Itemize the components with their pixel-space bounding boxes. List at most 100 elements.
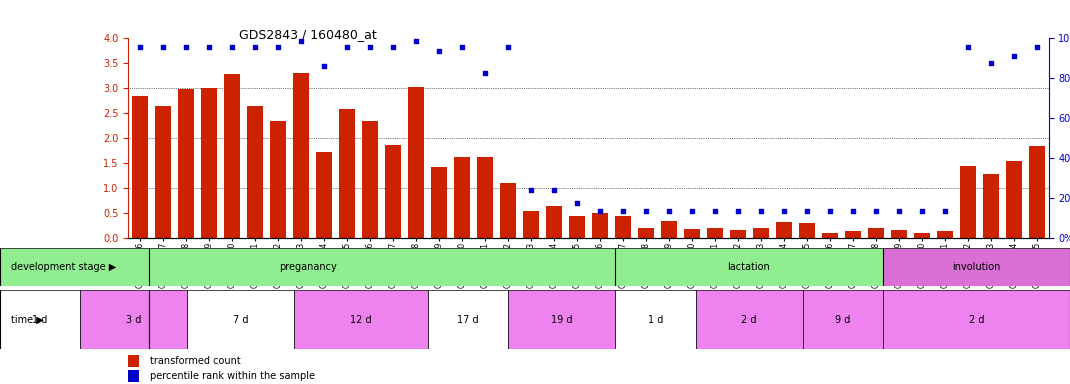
Bar [914, 233, 930, 238]
Text: 2 d: 2 d [742, 314, 756, 325]
Bar [293, 73, 309, 238]
Point [476, 70, 493, 76]
Text: 1 d: 1 d [647, 314, 663, 325]
Point [568, 200, 585, 206]
Point [546, 187, 563, 193]
Point [500, 44, 517, 50]
Text: lactation: lactation [728, 262, 770, 272]
Text: preganancy: preganancy [279, 262, 336, 272]
Text: time ▶: time ▶ [11, 314, 44, 325]
FancyBboxPatch shape [0, 248, 615, 286]
Bar [247, 106, 263, 238]
Point [890, 207, 907, 214]
Bar [339, 109, 355, 238]
Point [408, 38, 425, 44]
Point [592, 207, 609, 214]
FancyBboxPatch shape [294, 290, 428, 349]
Point [270, 44, 287, 50]
Bar [707, 228, 723, 238]
FancyBboxPatch shape [883, 290, 1070, 349]
Point [844, 207, 861, 214]
Point [178, 44, 195, 50]
Bar [316, 152, 332, 238]
Bar [431, 167, 447, 238]
Point [338, 44, 355, 50]
Point [362, 44, 379, 50]
FancyBboxPatch shape [508, 290, 615, 349]
Bar [270, 121, 286, 238]
Text: involution: involution [952, 262, 1000, 272]
Point [522, 187, 539, 193]
Text: GDS2843 / 160480_at: GDS2843 / 160480_at [239, 28, 377, 41]
Point [960, 44, 977, 50]
Bar [201, 88, 217, 238]
Text: 3 d: 3 d [126, 314, 141, 325]
Point [752, 207, 769, 214]
Bar [868, 228, 884, 238]
Bar [615, 216, 631, 238]
Bar [362, 121, 378, 238]
Bar [128, 370, 139, 382]
Bar [546, 206, 562, 238]
Point [914, 207, 931, 214]
Point [1006, 53, 1023, 59]
Point [660, 207, 677, 214]
Text: transformed count: transformed count [150, 356, 241, 366]
Bar [523, 210, 539, 238]
Point [982, 60, 999, 66]
FancyBboxPatch shape [696, 290, 802, 349]
Bar [891, 230, 907, 238]
Point [454, 44, 471, 50]
Point [684, 207, 701, 214]
Point [776, 207, 793, 214]
Bar [155, 106, 171, 238]
Bar [661, 220, 677, 238]
Text: 19 d: 19 d [551, 314, 572, 325]
Bar [454, 157, 470, 238]
FancyBboxPatch shape [0, 290, 80, 349]
Point [384, 44, 401, 50]
Bar [822, 233, 838, 238]
Bar [776, 222, 792, 238]
FancyBboxPatch shape [615, 290, 696, 349]
Bar [224, 74, 240, 238]
Bar [1029, 146, 1045, 238]
Bar [128, 355, 139, 367]
Point [706, 207, 723, 214]
Text: 2 d: 2 d [968, 314, 984, 325]
Point [868, 207, 885, 214]
Point [936, 207, 953, 214]
Bar [845, 231, 861, 238]
Bar [569, 216, 585, 238]
FancyBboxPatch shape [80, 290, 187, 349]
Point [730, 207, 747, 214]
Point [614, 207, 631, 214]
Bar [385, 145, 401, 238]
Text: 9 d: 9 d [835, 314, 851, 325]
FancyBboxPatch shape [883, 248, 1070, 286]
Text: 17 d: 17 d [457, 314, 479, 325]
Bar [730, 230, 746, 238]
Text: development stage ▶: development stage ▶ [11, 262, 116, 272]
Text: 12 d: 12 d [350, 314, 372, 325]
Point [316, 63, 333, 69]
Bar [753, 228, 769, 238]
Bar [477, 157, 493, 238]
FancyBboxPatch shape [802, 290, 883, 349]
Point [1028, 44, 1045, 50]
Bar [638, 228, 654, 238]
Bar [799, 223, 815, 238]
Point [292, 38, 309, 44]
Text: 1 d: 1 d [32, 314, 48, 325]
Bar [960, 166, 976, 238]
Point [224, 44, 241, 50]
Bar [592, 213, 608, 238]
Bar [937, 230, 953, 238]
Bar [132, 96, 148, 238]
Point [154, 44, 171, 50]
Bar [983, 174, 999, 238]
Bar [178, 89, 194, 238]
Bar [408, 87, 424, 238]
FancyBboxPatch shape [187, 290, 294, 349]
Point [132, 44, 149, 50]
